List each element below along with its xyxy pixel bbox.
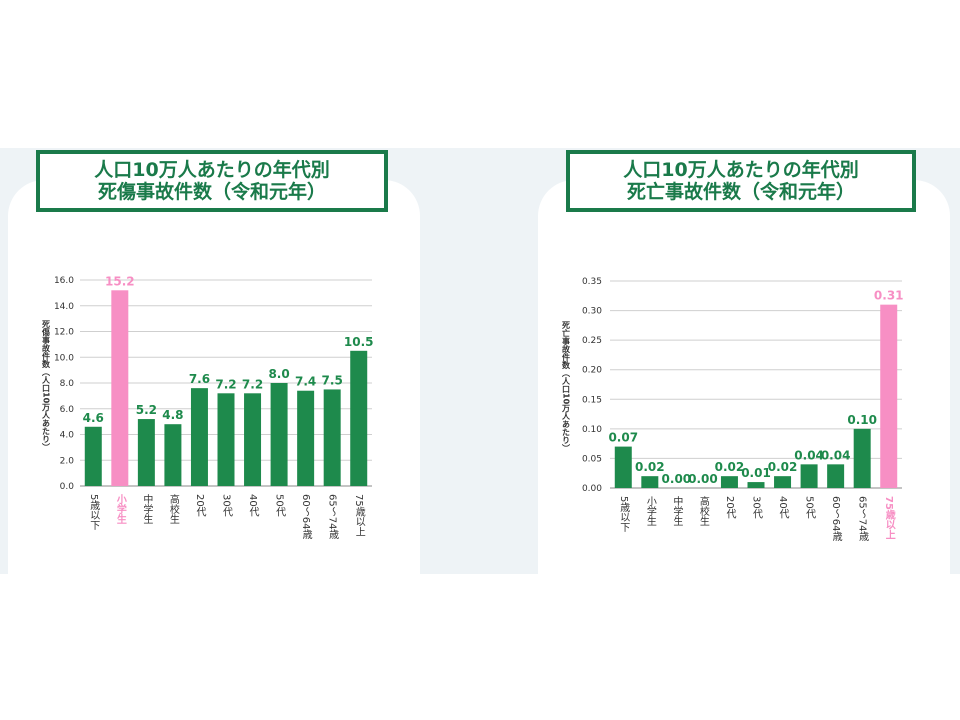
category-label: 50代 — [274, 494, 286, 518]
data-label: 10.5 — [344, 335, 374, 349]
y-tick-label: 0.35 — [582, 277, 602, 287]
bar-5 — [720, 476, 738, 488]
chart-title-line2: 死傷事故件数（令和元年） — [97, 181, 326, 203]
y-tick-label: 12.0 — [54, 328, 74, 338]
category-label: 高校生 — [167, 493, 179, 524]
data-label: 0.02 — [635, 460, 665, 474]
data-label: 0.00 — [662, 472, 692, 486]
bar-9 — [297, 390, 315, 486]
y-tick-label: 0.20 — [582, 366, 602, 376]
bar-10 — [853, 428, 871, 488]
data-label: 5.2 — [136, 403, 157, 417]
bar-11 — [880, 304, 898, 488]
data-label: 15.2 — [105, 274, 135, 288]
bar-5 — [190, 388, 208, 486]
y-axis-label: 死亡事故件数（人口10万人あたり） — [561, 321, 571, 452]
chart-title-line1: 人口10万人あたりの年代別 — [94, 159, 330, 181]
category-label: 5歳以下 — [88, 494, 100, 531]
bar-11 — [350, 350, 368, 486]
category-label: 30代 — [751, 496, 763, 520]
chart-title-line2: 死亡事故件数（令和元年） — [626, 181, 855, 203]
category-label: 5歳以下 — [618, 496, 630, 533]
category-label: 75歳以上 — [883, 496, 895, 540]
category-label: 60〜64歳 — [300, 494, 312, 539]
category-label: 小学生 — [644, 496, 656, 526]
category-label: 40代 — [777, 496, 789, 520]
y-tick-label: 4.0 — [60, 431, 75, 441]
y-tick-label: 0.30 — [582, 307, 602, 317]
bar-8 — [800, 464, 818, 488]
bar-6 — [747, 482, 765, 488]
data-label: 0.01 — [741, 466, 771, 480]
data-label: 4.6 — [83, 411, 104, 425]
bar-3 — [137, 419, 155, 486]
data-label: 0.04 — [821, 448, 851, 462]
y-tick-label: 2.0 — [60, 456, 75, 466]
y-tick-label: 8.0 — [60, 379, 75, 389]
category-label: 50代 — [804, 496, 816, 520]
bar-7 — [774, 476, 792, 488]
bar-1 — [84, 426, 102, 486]
chart-title-injury: 人口10万人あたりの年代別 死傷事故件数（令和元年） — [36, 150, 388, 212]
category-label: 65〜74歳 — [327, 494, 339, 539]
category-label: 20代 — [194, 494, 206, 518]
bar-4 — [164, 424, 182, 486]
data-label: 8.0 — [268, 367, 289, 381]
category-label: 20代 — [724, 496, 736, 520]
y-tick-label: 0.00 — [582, 484, 602, 494]
category-label: 75歳以上 — [353, 494, 365, 537]
data-label: 4.8 — [162, 408, 183, 422]
data-label: 7.2 — [242, 377, 263, 391]
data-label: 0.07 — [608, 431, 638, 445]
bar-6 — [217, 393, 235, 486]
y-tick-label: 10.0 — [54, 353, 74, 363]
data-label: 0.00 — [688, 472, 718, 486]
y-tick-label: 0.25 — [582, 336, 602, 346]
bar-7 — [244, 393, 262, 486]
y-axis-label: 死傷事故件数（人口10万人あたり） — [41, 320, 51, 451]
y-tick-label: 0.05 — [582, 454, 602, 464]
data-label: 0.04 — [794, 448, 824, 462]
bar-10 — [323, 389, 341, 486]
chart-title-line1: 人口10万人あたりの年代別 — [623, 159, 859, 181]
category-label: 中学生 — [141, 493, 153, 524]
data-label: 7.4 — [295, 375, 316, 389]
data-label: 0.10 — [847, 413, 877, 427]
y-tick-label: 14.0 — [54, 302, 74, 312]
data-label: 0.02 — [768, 460, 798, 474]
y-tick-label: 0.0 — [60, 482, 75, 492]
category-label: 30代 — [221, 494, 233, 518]
y-tick-label: 0.10 — [582, 425, 602, 435]
category-label: 高校生 — [697, 495, 709, 526]
bar-2 — [111, 290, 129, 486]
category-label: 40代 — [247, 494, 259, 518]
category-label: 小学生 — [114, 493, 127, 524]
data-label: 7.5 — [322, 373, 343, 387]
y-tick-label: 0.15 — [582, 395, 602, 405]
category-label: 65〜74歳 — [857, 496, 869, 541]
data-label: 0.02 — [715, 460, 745, 474]
bar-1 — [614, 446, 632, 488]
bar-2 — [641, 476, 659, 488]
category-label: 中学生 — [671, 495, 683, 526]
bar-8 — [270, 383, 288, 486]
data-label: 0.31 — [874, 289, 904, 303]
y-tick-label: 16.0 — [54, 276, 74, 286]
data-label: 7.2 — [215, 377, 236, 391]
category-label: 60〜64歳 — [830, 496, 842, 541]
data-label: 7.6 — [189, 372, 210, 386]
bar-9 — [827, 464, 845, 488]
chart-title-fatal: 人口10万人あたりの年代別 死亡事故件数（令和元年） — [566, 150, 916, 212]
y-tick-label: 6.0 — [60, 405, 75, 415]
